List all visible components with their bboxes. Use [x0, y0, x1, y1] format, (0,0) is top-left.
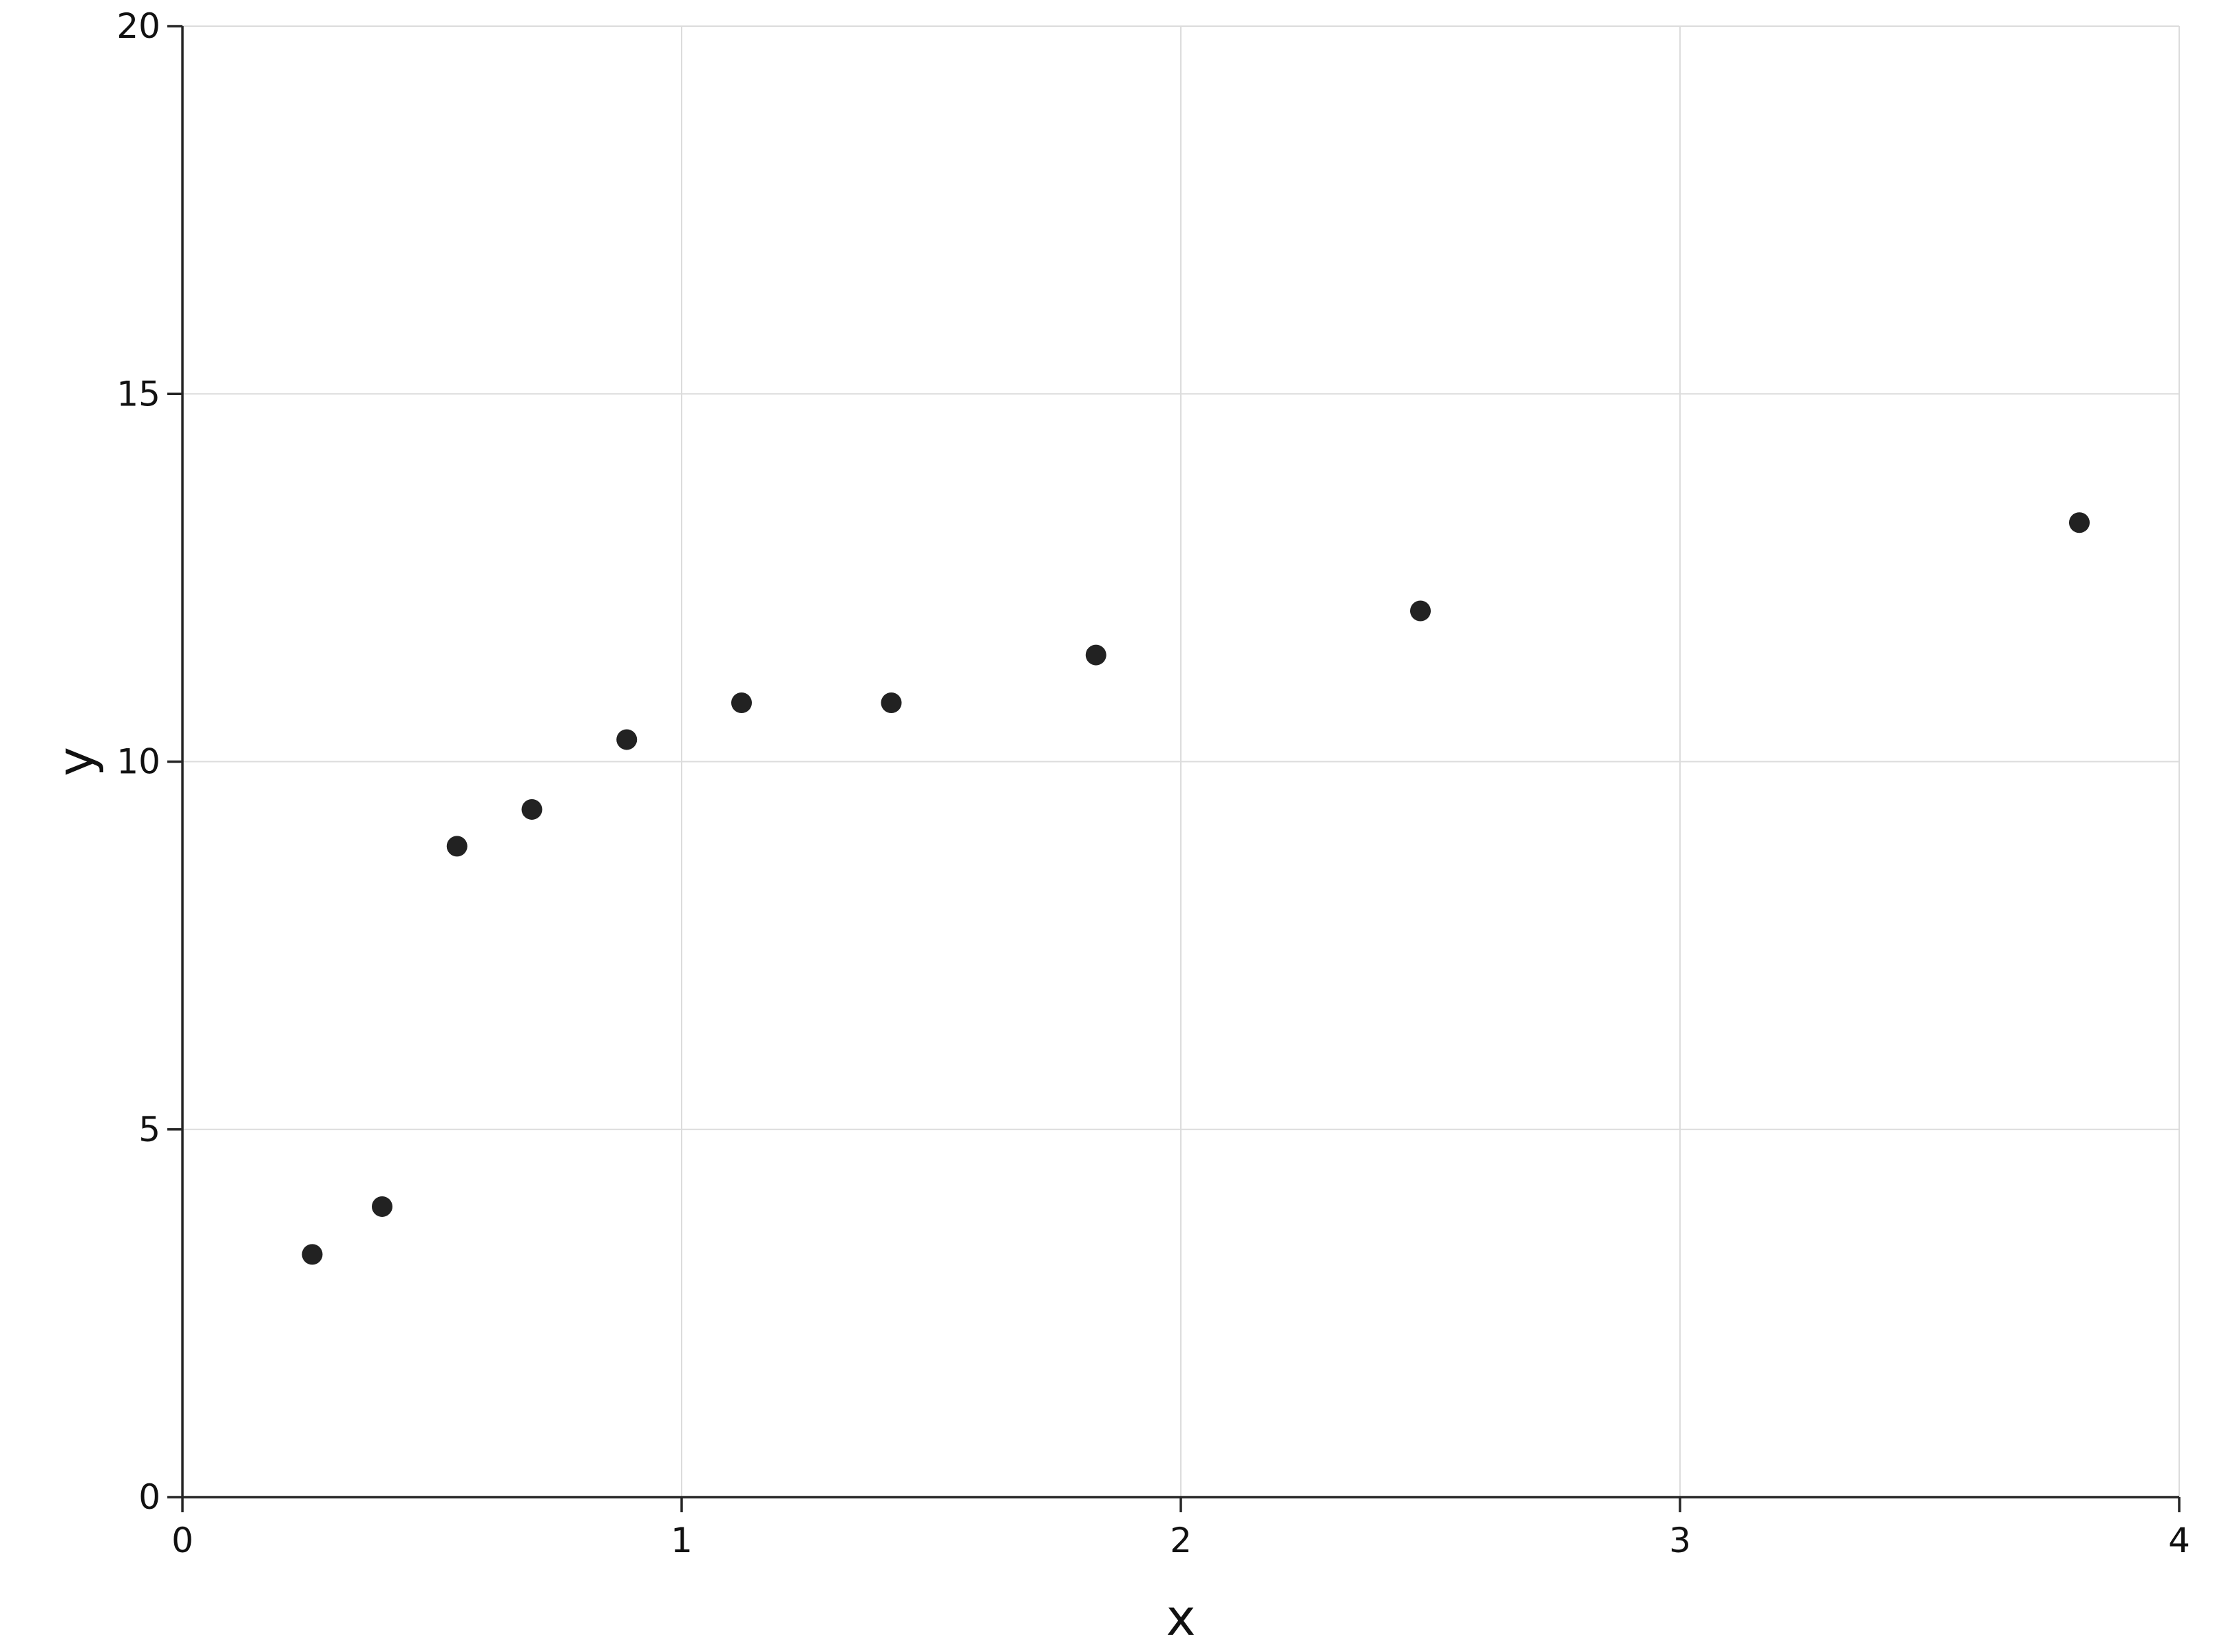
data-point: [616, 729, 638, 750]
data-points: [302, 512, 2090, 1265]
data-point: [731, 692, 752, 714]
data-point: [1085, 644, 1106, 666]
x-tick-label: 0: [171, 1521, 193, 1560]
data-point: [521, 798, 543, 820]
x-tick-label: 1: [671, 1521, 693, 1560]
x-tick-label: 4: [2168, 1521, 2190, 1560]
data-point: [372, 1196, 392, 1217]
tick-marks: 0 1 2 3 4 0 5 10 15 20: [116, 6, 2190, 1560]
y-tick-label: 10: [116, 742, 160, 782]
data-point: [881, 692, 902, 714]
data-point: [2069, 512, 2090, 533]
y-tick-label: 5: [138, 1110, 160, 1150]
data-point: [1410, 600, 1431, 622]
x-axis-title: x: [1166, 1589, 1196, 1646]
y-axis-title: y: [47, 747, 105, 776]
data-point: [302, 1244, 323, 1265]
y-tick-label: 0: [138, 1477, 160, 1517]
x-tick-label: 2: [1170, 1521, 1192, 1560]
x-tick-label: 3: [1669, 1521, 1691, 1560]
grid-lines: [182, 25, 2180, 1498]
data-point: [446, 836, 468, 857]
y-tick-label: 15: [116, 374, 160, 414]
y-tick-label: 20: [116, 6, 160, 46]
